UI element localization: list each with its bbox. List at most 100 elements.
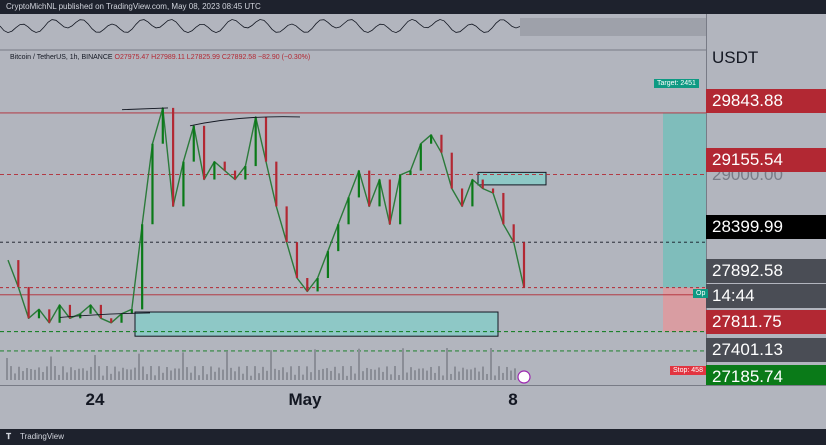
- tradingview-logo-icon: 𝐓: [6, 432, 12, 441]
- price-label-29843: 29843.88: [706, 89, 826, 113]
- time-tick-may: May: [288, 390, 322, 409]
- volume-bar-33: [138, 353, 140, 380]
- target-zone: [663, 112, 706, 288]
- volume-bar-7: [34, 369, 36, 380]
- volume-bar-126: [510, 370, 512, 380]
- volume-bar-58: [238, 366, 240, 380]
- volume-bar-78: [318, 369, 320, 380]
- volume-bar-122: [494, 375, 496, 380]
- volume-bar-59: [242, 373, 244, 380]
- volume-bar-103: [418, 368, 420, 380]
- volume-bar-91: [370, 369, 372, 380]
- currency-label: USDT: [712, 48, 759, 67]
- volume-bar-49: [202, 366, 204, 380]
- volume-bar-8: [38, 367, 40, 380]
- volume-bar-28: [118, 371, 120, 380]
- volume-bar-104: [422, 368, 424, 380]
- volume-bar-46: [190, 372, 192, 380]
- volume-bar-67: [274, 368, 276, 380]
- time-axis[interactable]: [0, 385, 826, 429]
- volume-bar-113: [458, 371, 460, 380]
- volume-bar-31: [130, 369, 132, 380]
- volume-bar-0: [6, 358, 8, 380]
- ohlc-values: O27975.47 H27989.11 L27825.99 C27892.58 …: [114, 54, 311, 61]
- trend-arrow-2: [189, 116, 301, 127]
- volume-bar-98: [398, 375, 400, 380]
- volume-bar-11: [50, 356, 52, 380]
- volume-bar-95: [386, 366, 388, 380]
- volume-bar-115: [466, 369, 468, 380]
- volume-bar-43: [178, 368, 180, 380]
- volume-bar-57: [234, 371, 236, 380]
- volume-bar-37: [154, 375, 156, 380]
- volume-bar-30: [126, 369, 128, 380]
- volume-bar-41: [170, 370, 172, 380]
- volume-bar-20: [86, 370, 88, 380]
- volume-bar-88: [358, 348, 360, 380]
- open-tag: Op: [693, 289, 709, 298]
- volume-bar-21: [90, 366, 92, 380]
- volume-bar-34: [142, 366, 144, 380]
- price-label-28399: 28399.99: [706, 215, 826, 239]
- volume-bar-118: [478, 371, 480, 380]
- indicator-band: [520, 18, 706, 36]
- volume-bar-60: [246, 366, 248, 380]
- volume-bar-114: [462, 367, 464, 380]
- volume-bar-120: [486, 373, 488, 380]
- volume-bar-53: [218, 367, 220, 380]
- volume-bar-123: [498, 366, 500, 380]
- volume-bar-100: [406, 372, 408, 380]
- volume-bar-42: [174, 368, 176, 380]
- volume-bar-89: [362, 371, 364, 380]
- volume-bar-66: [270, 350, 272, 380]
- volume-bar-1: [10, 366, 12, 380]
- volume-bar-74: [302, 374, 304, 380]
- volume-bar-38: [158, 366, 160, 380]
- footer-brand: TradingView: [20, 432, 65, 441]
- volume-bar-54: [222, 369, 224, 380]
- volume-bar-85: [346, 375, 348, 380]
- volume-bar-93: [378, 367, 380, 380]
- chart-pane[interactable]: [0, 14, 706, 385]
- price-label-27892: 27892.58: [706, 259, 826, 283]
- volume-bar-3: [18, 366, 20, 380]
- volume-bar-24: [102, 375, 104, 380]
- volume-bar-63: [258, 373, 260, 380]
- volume-bar-36: [150, 366, 152, 380]
- volume-bar-116: [470, 369, 472, 380]
- volume-bar-13: [58, 374, 60, 380]
- volume-bar-18: [78, 368, 80, 380]
- volume-bar-44: [182, 352, 184, 380]
- volume-bar-26: [110, 373, 112, 380]
- volume-bar-75: [306, 366, 308, 380]
- volume-bar-107: [434, 372, 436, 380]
- volume-bar-69: [282, 367, 284, 380]
- volume-bar-35: [146, 374, 148, 380]
- volume-bar-52: [214, 371, 216, 380]
- volume-bar-50: [206, 374, 208, 380]
- volume-bar-71: [290, 366, 292, 380]
- volume-bar-64: [262, 366, 264, 380]
- trend-arrow-3: [59, 312, 151, 318]
- price-label-27811: 27811.75: [706, 310, 826, 334]
- indicator-line: [0, 18, 521, 34]
- volume-bar-45: [186, 367, 188, 380]
- volume-bar-65: [266, 370, 268, 380]
- volume-bar-47: [194, 366, 196, 380]
- volume-bar-119: [482, 366, 484, 380]
- symbol-pair: Bitcoin / TetherUS, 1h, BINANCE: [10, 54, 113, 61]
- volume-bar-121: [490, 348, 492, 380]
- volume-bar-72: [294, 374, 296, 380]
- volume-bar-79: [322, 368, 324, 380]
- volume-bar-90: [366, 367, 368, 380]
- volume-bar-106: [430, 366, 432, 380]
- volume-bar-80: [326, 368, 328, 380]
- trend-arrow-1: [121, 107, 169, 111]
- volume-bar-101: [410, 367, 412, 380]
- volume-bar-94: [382, 371, 384, 380]
- volume-bar-92: [374, 369, 376, 380]
- volume-bar-16: [70, 367, 72, 380]
- volume-bar-81: [330, 370, 332, 380]
- price-label-27401: 27401.13: [706, 338, 826, 362]
- volume-bar-68: [278, 370, 280, 380]
